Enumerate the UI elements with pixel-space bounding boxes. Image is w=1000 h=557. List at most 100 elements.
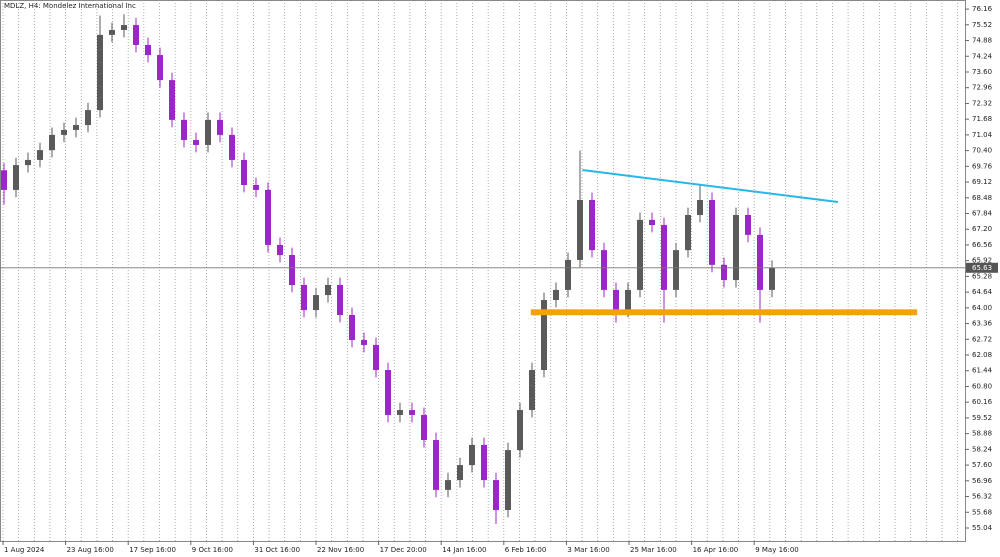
y-tick-label: 75.52 [972,21,992,29]
candle-body [697,199,703,215]
y-tick-label: 71.68 [972,115,992,123]
candle-body [13,165,19,190]
candle-body [589,199,595,251]
x-tick-label: 16 Apr 16:00 [693,546,739,554]
y-tick-label: 71.04 [972,131,993,139]
y-tick-label: 58.24 [972,445,993,453]
candle-body [409,410,415,415]
candle-body [577,199,583,260]
candle-body [565,259,571,290]
candle-body [433,440,439,490]
candle-body [493,480,499,511]
candle-body [265,189,271,245]
y-tick-label: 72.32 [972,99,992,107]
candle-body [25,159,31,166]
candle-body [241,159,247,186]
candle-body [301,284,307,311]
candle-body [397,410,403,415]
candle-body [229,134,235,160]
candle-body [325,284,331,296]
current-price-label: 65.63 [972,264,992,272]
trend-line [582,169,839,203]
current-price-box [966,262,998,273]
x-tick-label: 17 Sep 16:00 [129,546,176,554]
candle-body [457,465,463,481]
y-tick-label: 68.48 [972,194,992,202]
candle-body [121,25,127,30]
candle-body [205,119,211,145]
candle-body [505,450,511,511]
y-tick-label: 55.68 [972,508,992,516]
y-tick-label: 74.88 [972,37,992,45]
candle-body [385,370,391,415]
y-tick-label: 60.16 [972,398,993,406]
y-tick-label: 70.40 [972,147,992,155]
candle-body [517,410,523,451]
candle-body [769,267,775,290]
y-tick-label: 58.88 [972,430,992,438]
x-tick-label: 22 Nov 16:00 [317,546,364,554]
candle-body [745,214,751,235]
x-tick-label: 14 Jan 16:00 [442,546,486,554]
candle-body [1,170,7,190]
candle-body [253,185,259,190]
candle-body [553,289,559,300]
x-tick-label: 1 Aug 2024 [4,546,45,554]
candle-body [133,25,139,45]
y-tick-label: 67.84 [972,210,993,218]
candle-body [37,150,43,160]
candle-body [685,214,691,251]
x-tick-label: 9 Oct 16:00 [192,546,233,554]
candle-body [469,444,475,466]
candle-body [277,244,283,256]
candle-body [613,289,619,311]
y-tick-label: 64.64 [972,288,993,296]
candle-body [721,264,727,281]
candle-body [157,55,163,81]
candle-body [85,110,91,126]
candle-body [289,255,295,285]
candle-body [49,134,55,151]
candle-body [145,44,151,56]
y-tick-label: 59.52 [972,414,992,422]
x-tick-label: 9 May 16:00 [755,546,799,554]
candle-body [673,250,679,290]
y-tick-label: 56.96 [972,477,993,485]
candle-body [757,234,763,290]
y-tick-label: 73.60 [972,68,992,76]
x-tick-label: 25 Mar 16:00 [630,546,677,554]
candle-body [601,250,607,290]
y-tick-label: 60.80 [972,382,992,390]
candle-body [733,214,739,281]
candle-body [361,340,367,345]
y-tick-label: 63.36 [972,320,993,328]
candle-body [421,414,427,441]
candle-body [373,344,379,371]
y-tick-label: 61.44 [972,367,993,375]
x-tick-label: 3 Mar 16:00 [567,546,609,554]
candle-body [313,295,319,311]
candle-body [73,125,79,130]
y-tick-label: 67.20 [972,225,992,233]
candle-body [625,289,631,311]
candle-body [109,29,115,35]
y-tick-label: 72.96 [972,84,993,92]
candle-body [541,299,547,371]
candle-body [217,119,223,135]
y-tick-label: 76.16 [972,5,993,13]
plot-frame [0,0,966,542]
candle-body [481,444,487,481]
candle-body [61,129,67,135]
y-tick-label: 55.04 [972,524,993,532]
y-tick-label: 62.08 [972,351,992,359]
candle-body [181,119,187,141]
y-tick-label: 56.32 [972,493,992,501]
y-tick-label: 57.60 [972,461,992,469]
y-tick-label: 74.24 [972,52,993,60]
candle-body [649,219,655,226]
candle-body [709,199,715,265]
candle-body [169,80,175,120]
support-zone [530,309,918,316]
candle-body [529,370,535,411]
